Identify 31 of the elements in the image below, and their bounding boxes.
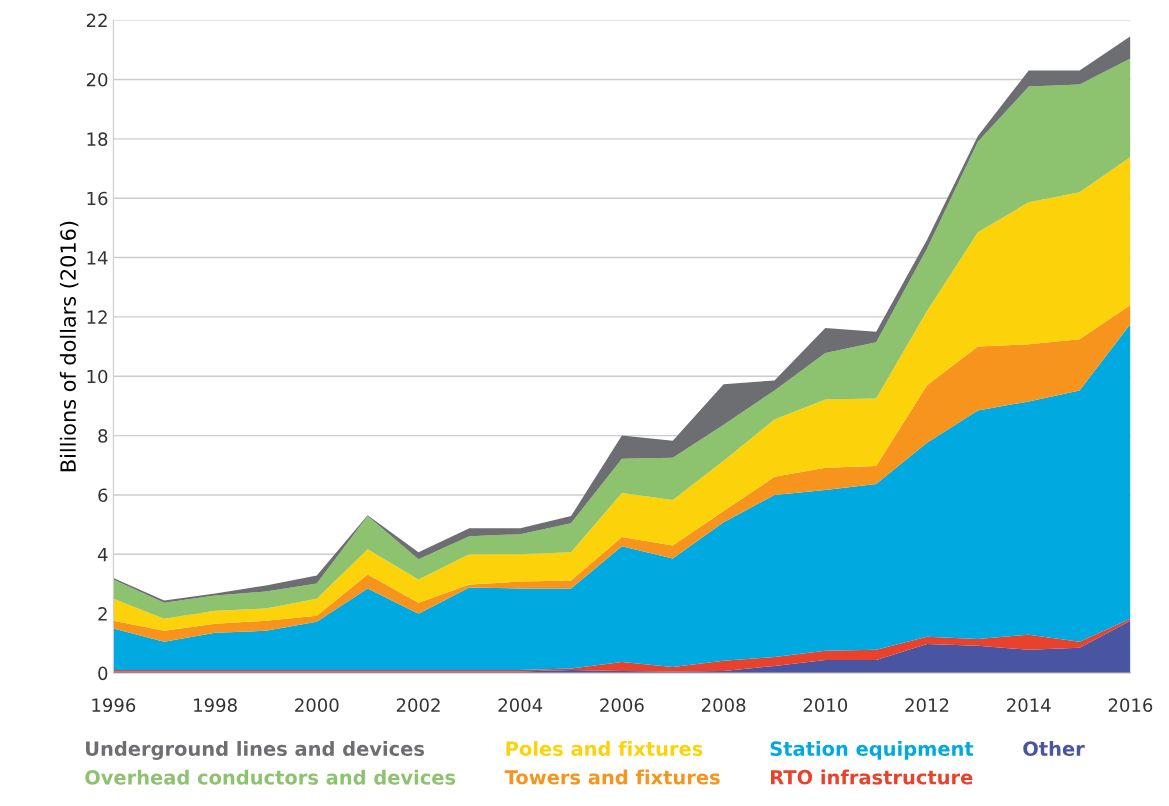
x-tick-label: 2002 bbox=[396, 698, 440, 712]
text: Poles and fixtures bbox=[506, 740, 703, 757]
x-tick-label: 2008 bbox=[701, 698, 746, 712]
x-tick-label: 1996 bbox=[92, 698, 136, 712]
y-axis-title: Billions of dollars (2016) bbox=[59, 221, 79, 472]
text: RTO infrastructure bbox=[771, 769, 973, 785]
y-tick-label: 14 bbox=[87, 251, 108, 265]
y-tick-label: 0 bbox=[98, 666, 108, 681]
x-tick-label: 2016 bbox=[1108, 698, 1153, 712]
y-tick-label: 4 bbox=[97, 548, 108, 562]
y-tick-label: 22 bbox=[86, 13, 107, 28]
y-tick-label: 10 bbox=[87, 369, 108, 384]
y-tick-label: 8 bbox=[98, 429, 108, 443]
y-tick-label: 12 bbox=[87, 310, 107, 324]
x-tick-label: 2012 bbox=[905, 698, 949, 712]
x-tick-label: 2010 bbox=[803, 698, 848, 712]
text: Station equipment bbox=[770, 740, 974, 760]
text: Underground lines and devices bbox=[86, 740, 424, 760]
y-tick-label: 6 bbox=[98, 488, 108, 503]
y-tick-label: 16 bbox=[87, 191, 108, 206]
x-tick-label: 2004 bbox=[498, 698, 543, 712]
x-tick-label: 2000 bbox=[295, 698, 339, 712]
y-tick-label: 18 bbox=[87, 132, 108, 146]
text: Other bbox=[1023, 740, 1085, 757]
y-tick-label: 2 bbox=[98, 607, 107, 621]
text: Towers and fixtures bbox=[504, 769, 720, 785]
x-tick-label: 2006 bbox=[600, 698, 644, 712]
x-tick-label: 1998 bbox=[194, 698, 237, 712]
x-tick-label: 2014 bbox=[1007, 698, 1051, 712]
y-tick-label: 20 bbox=[86, 72, 108, 87]
text: Overhead conductors and devices bbox=[85, 769, 456, 785]
